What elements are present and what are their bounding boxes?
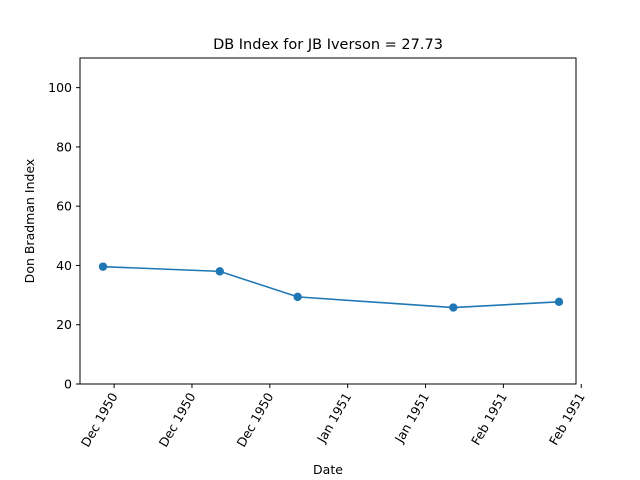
- x-tick-label: Feb 1951: [468, 390, 510, 448]
- data-point: [449, 303, 458, 312]
- y-tick-label: 60: [56, 199, 72, 214]
- x-tick-label: Feb 1951: [546, 390, 588, 448]
- series-layer: [98, 262, 564, 312]
- series-line: [102, 265, 560, 309]
- data-point: [293, 292, 302, 302]
- chart-title: DB Index for JB Iverson = 27.73: [213, 37, 443, 53]
- y-tick-label: 80: [56, 139, 72, 154]
- data-point: [554, 297, 564, 307]
- y-tick-label: 20: [56, 317, 72, 332]
- x-tick-label: Dec 1950: [233, 390, 276, 449]
- y-axis-label: Don Bradman Index: [22, 159, 37, 284]
- y-tick-label: 0: [64, 377, 72, 392]
- x-axis-label: Date: [313, 462, 343, 477]
- y-axis-ticks: 0 20 40 60 80 100: [48, 80, 80, 392]
- data-point: [215, 267, 224, 276]
- x-axis-ticks: Dec 1950 Dec 1950 Dec 1950 Jan 1951 Jan 1951…: [78, 384, 588, 449]
- x-tick-label: Dec 1950: [78, 390, 121, 449]
- x-tick-label: Jan 1951: [313, 390, 354, 446]
- y-tick-label: 100: [48, 80, 72, 95]
- x-tick-label: Dec 1950: [156, 390, 199, 449]
- plot-frame: [79, 57, 577, 385]
- data-point: [98, 262, 108, 271]
- y-tick-label: 40: [56, 258, 72, 273]
- x-tick-label: Jan 1951: [391, 390, 432, 446]
